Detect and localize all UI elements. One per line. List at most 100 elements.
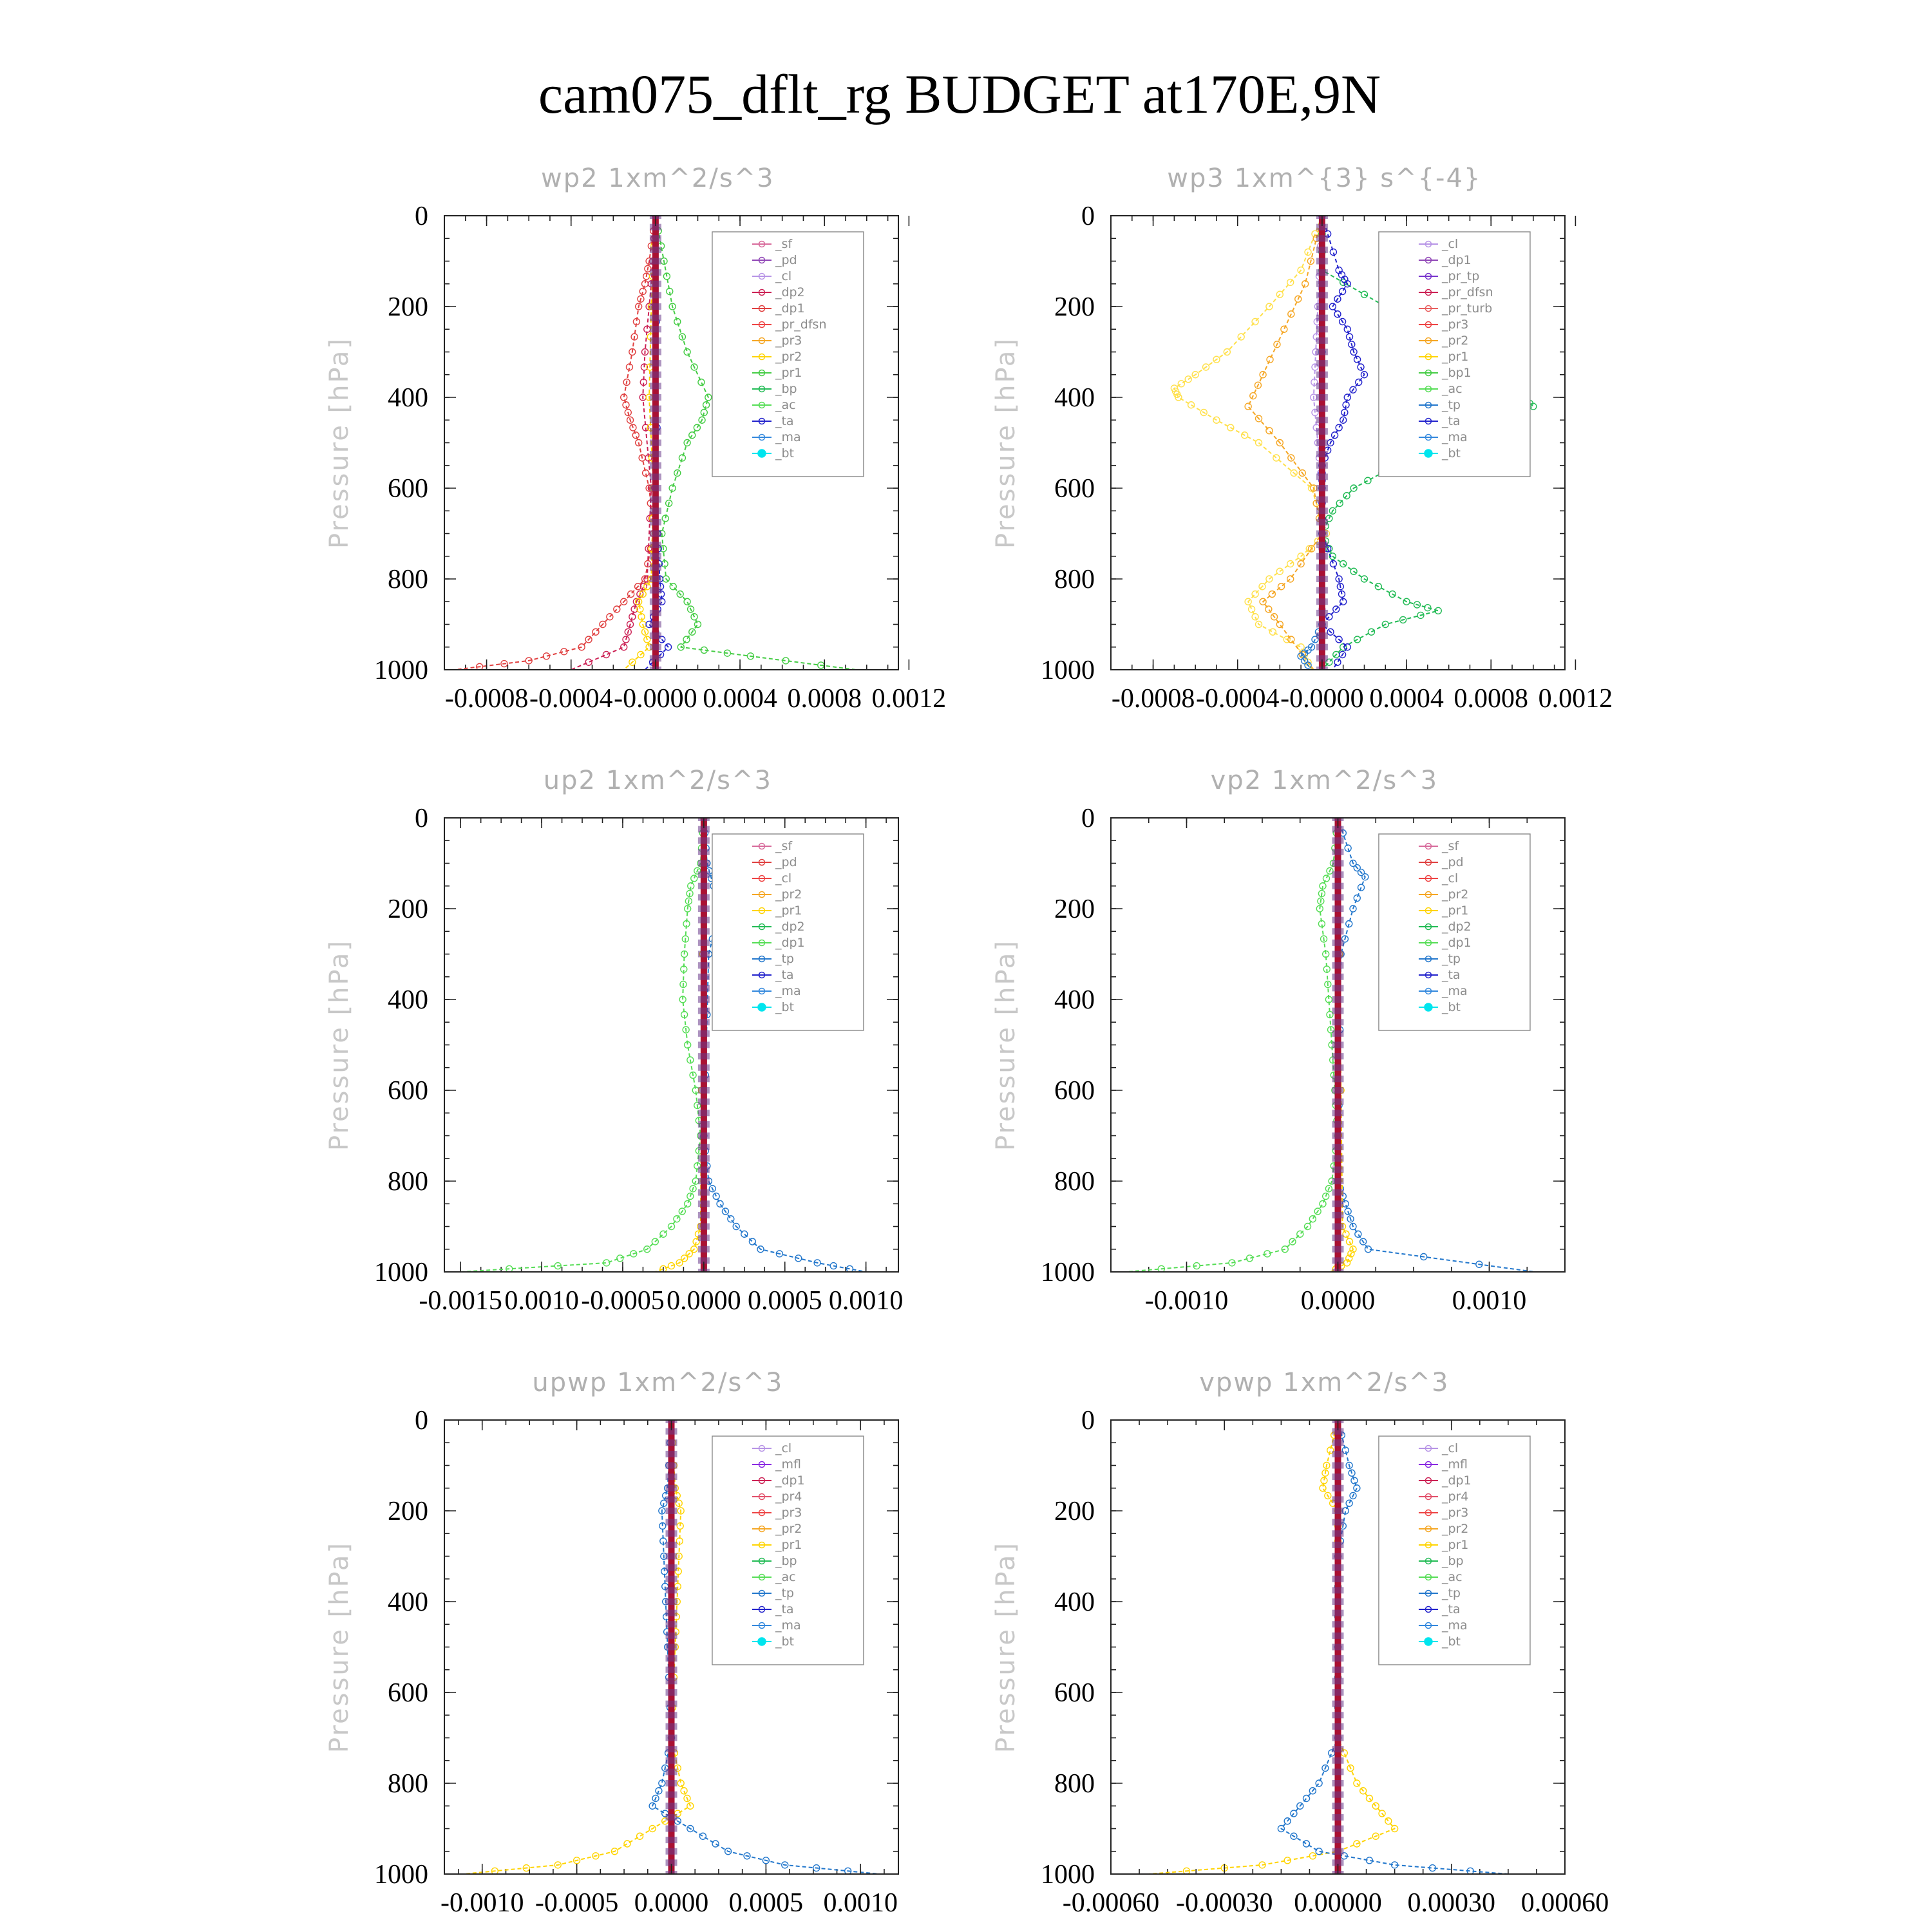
series-point — [665, 1541, 677, 1548]
series-point — [697, 1041, 710, 1048]
series-point — [636, 1832, 644, 1840]
series-point — [1332, 871, 1344, 878]
panel-title: up2 1xm^2/s^3 — [544, 766, 772, 795]
series-point — [1268, 590, 1276, 598]
legend-entry: _pr4 — [775, 1490, 802, 1504]
series-point — [697, 1075, 710, 1083]
series-point — [641, 348, 649, 356]
series-point — [573, 1857, 581, 1864]
series-point — [1365, 1794, 1374, 1803]
series-point — [649, 405, 661, 412]
legend-entry: _pr_dfsn — [1441, 285, 1493, 299]
legend-entry: _tp — [1441, 1586, 1461, 1600]
series-point — [1347, 1250, 1355, 1258]
x-tick-label: -0.0000 — [614, 684, 697, 714]
legend-entry: _dp2 — [775, 920, 805, 934]
series-point — [674, 1567, 682, 1575]
series-point — [665, 1609, 677, 1616]
legend-marker — [1425, 842, 1432, 850]
series-point — [692, 1238, 700, 1245]
series-point — [1296, 1230, 1304, 1238]
series-group — [1170, 216, 1537, 670]
legend: _cl _dp1 _pr_tp _pr_dfsn _pr_turb_pr3 _pr2 _pr… — [1378, 231, 1531, 477]
series-point — [629, 613, 636, 621]
series-point — [1332, 1144, 1344, 1151]
series-point — [592, 1852, 600, 1860]
series-point — [1316, 269, 1328, 276]
y-tick-label: 400 — [388, 383, 428, 413]
series-point — [624, 408, 632, 417]
series-point — [1332, 1110, 1344, 1117]
series-point — [687, 1056, 694, 1064]
panel-title: vp2 1xm^2/s^3 — [1211, 766, 1439, 795]
series-point — [686, 889, 694, 898]
series-point — [665, 1689, 677, 1696]
series-point — [679, 980, 687, 989]
legend-marker — [758, 1557, 766, 1565]
legend-marker — [758, 875, 766, 882]
panel-wp3: wp3 1xm^{3} s^{-4}Pressure [hPa]-0.0008-… — [991, 164, 1613, 714]
series-point — [1350, 484, 1358, 492]
legend-entry: _pr1 — [775, 366, 802, 380]
series-point — [1315, 1779, 1323, 1787]
y-tick-label: 0 — [415, 202, 428, 231]
series-point — [1223, 348, 1231, 356]
series-point — [676, 590, 684, 598]
series-point — [1202, 363, 1210, 371]
legend-box — [712, 833, 864, 1031]
series-point — [1316, 258, 1328, 265]
series-point — [685, 897, 693, 905]
series-point — [665, 1768, 677, 1776]
series-point — [630, 333, 638, 341]
series-point — [1302, 1794, 1311, 1803]
series-point — [694, 1101, 701, 1110]
series-point — [1332, 1666, 1344, 1673]
legend-marker — [1425, 875, 1432, 882]
series-point — [1332, 1814, 1344, 1821]
legend-marker — [758, 907, 766, 914]
series-point — [1343, 643, 1351, 651]
series-point — [757, 1245, 764, 1253]
legend-entry: _pr2 — [1441, 1522, 1468, 1536]
legend-entry: _pr1 — [1441, 904, 1468, 918]
legend-entry: _sf — [1441, 839, 1459, 853]
legend-entry: _ta — [1441, 1602, 1461, 1616]
series-point — [1403, 598, 1410, 605]
legend-entry: _dp1 — [1441, 253, 1472, 267]
legend-entry: _ta — [1441, 968, 1461, 982]
legend-entry: _cl — [1441, 237, 1458, 251]
series-point — [1335, 636, 1343, 643]
legend-marker — [757, 1637, 766, 1646]
y-tick-label: 800 — [1054, 1167, 1095, 1197]
series-point — [649, 394, 661, 401]
series-point — [649, 280, 661, 287]
series-point — [1343, 492, 1350, 500]
series-point — [639, 590, 647, 598]
series-point — [1332, 1587, 1344, 1594]
series-point — [649, 621, 661, 628]
x-tick-label: 0.0008 — [787, 684, 862, 714]
legend-box — [1378, 833, 1531, 1031]
series-point — [661, 1567, 668, 1575]
series-point — [585, 636, 592, 643]
series-point — [690, 1245, 698, 1253]
series-point — [554, 1262, 562, 1270]
series-point — [1332, 1235, 1344, 1242]
series-point — [665, 1519, 677, 1526]
y-tick-label: 400 — [1054, 1587, 1095, 1617]
legend-entry: _dp1 — [1441, 936, 1472, 950]
series-point — [741, 1230, 748, 1238]
legend-marker — [1425, 289, 1432, 296]
series-point — [629, 658, 636, 666]
series-point — [638, 613, 645, 621]
series-point — [665, 1746, 677, 1753]
series-point — [1332, 1598, 1344, 1605]
series-point — [644, 265, 652, 272]
series-point — [1417, 611, 1425, 620]
series-point — [1316, 314, 1328, 321]
series-point — [500, 659, 508, 668]
series-point — [625, 363, 634, 371]
series-point — [1332, 1121, 1344, 1128]
series-line-dp2 — [571, 216, 656, 670]
series-point — [1332, 1087, 1344, 1094]
